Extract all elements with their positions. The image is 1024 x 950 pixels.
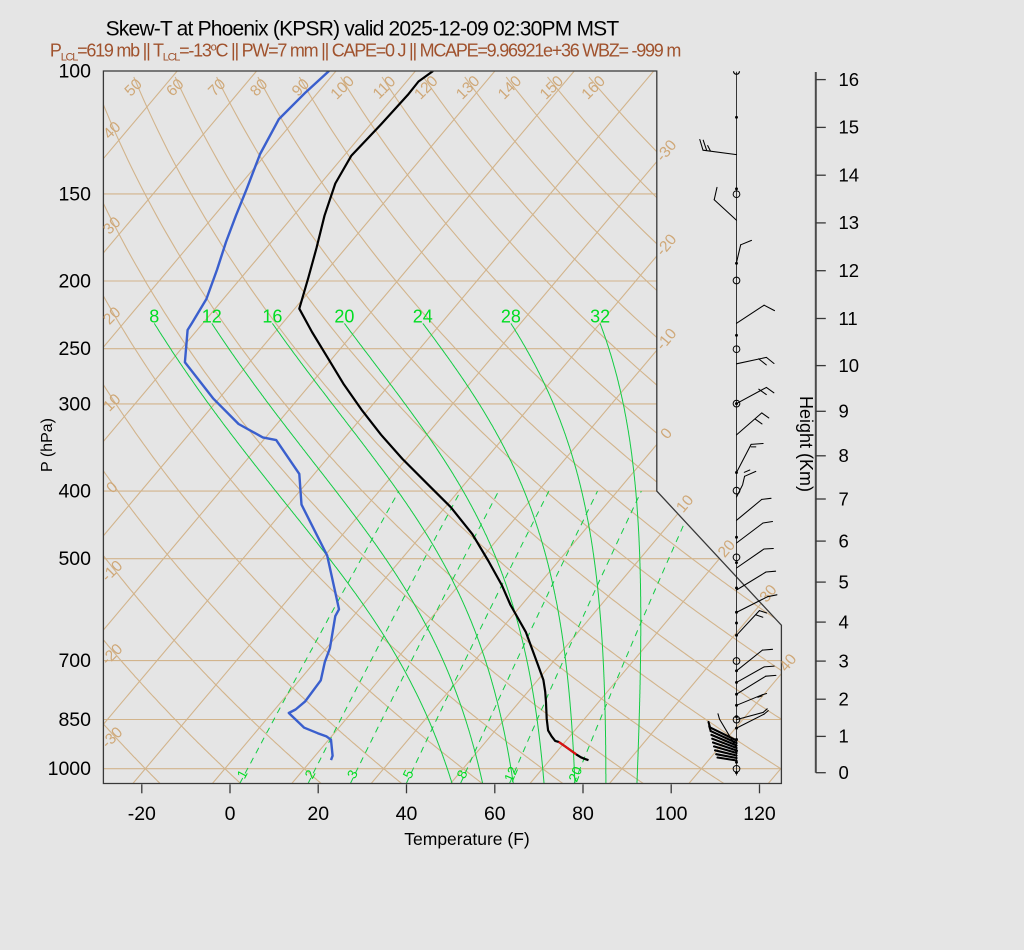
svg-text:1: 1 [839,726,849,747]
svg-text:8: 8 [149,307,159,327]
svg-text:16: 16 [839,69,860,90]
svg-text:P (hPa): P (hPa) [39,418,56,472]
svg-text:0: 0 [839,762,849,783]
svg-text:6: 6 [839,530,849,551]
svg-text:Skew-T at Phoenix (KPSR) valid: Skew-T at Phoenix (KPSR) valid 2025-12-0… [106,18,620,41]
svg-text:10: 10 [839,355,860,376]
svg-text:Height (Km): Height (Km) [796,396,816,492]
svg-text:9: 9 [839,401,849,422]
svg-text:80: 80 [572,803,594,825]
svg-text:300: 300 [58,393,91,415]
svg-text:500: 500 [58,548,91,570]
svg-text:32: 32 [590,307,610,327]
svg-text:200: 200 [58,271,91,293]
svg-text:40: 40 [396,803,418,825]
svg-text:3: 3 [839,650,849,671]
svg-text:2: 2 [839,689,849,710]
svg-text:150: 150 [58,183,91,205]
svg-text:700: 700 [58,650,91,672]
svg-text:250: 250 [58,338,91,360]
svg-text:20: 20 [334,307,354,327]
svg-text:400: 400 [58,481,91,503]
svg-text:14: 14 [839,165,860,186]
svg-text:13: 13 [839,212,860,233]
svg-text:20: 20 [307,803,329,825]
svg-text:5: 5 [839,571,849,592]
svg-text:8: 8 [839,445,849,466]
svg-text:100: 100 [655,803,688,825]
svg-text:24: 24 [413,307,433,327]
svg-text:12: 12 [501,764,521,784]
svg-text:120: 120 [743,803,776,825]
svg-text:28: 28 [501,307,521,327]
svg-text:1000: 1000 [48,758,92,780]
svg-text:PLCL=619 mb || TLCL=-13oC || P: PLCL=619 mb || TLCL=-13oC || PW=7 mm || … [50,41,680,64]
svg-text:4: 4 [839,611,849,632]
svg-text:100: 100 [58,61,91,83]
svg-text:12: 12 [202,307,222,327]
svg-text:20: 20 [566,764,586,784]
svg-text:Temperature (F): Temperature (F) [404,829,529,849]
svg-text:60: 60 [484,803,506,825]
svg-text:0: 0 [225,803,236,825]
svg-text:-20: -20 [128,803,156,825]
svg-text:7: 7 [839,488,849,509]
svg-text:850: 850 [58,709,91,731]
svg-text:12: 12 [839,260,860,281]
svg-text:15: 15 [839,117,860,138]
svg-text:11: 11 [839,308,858,329]
svg-text:16: 16 [262,307,282,327]
